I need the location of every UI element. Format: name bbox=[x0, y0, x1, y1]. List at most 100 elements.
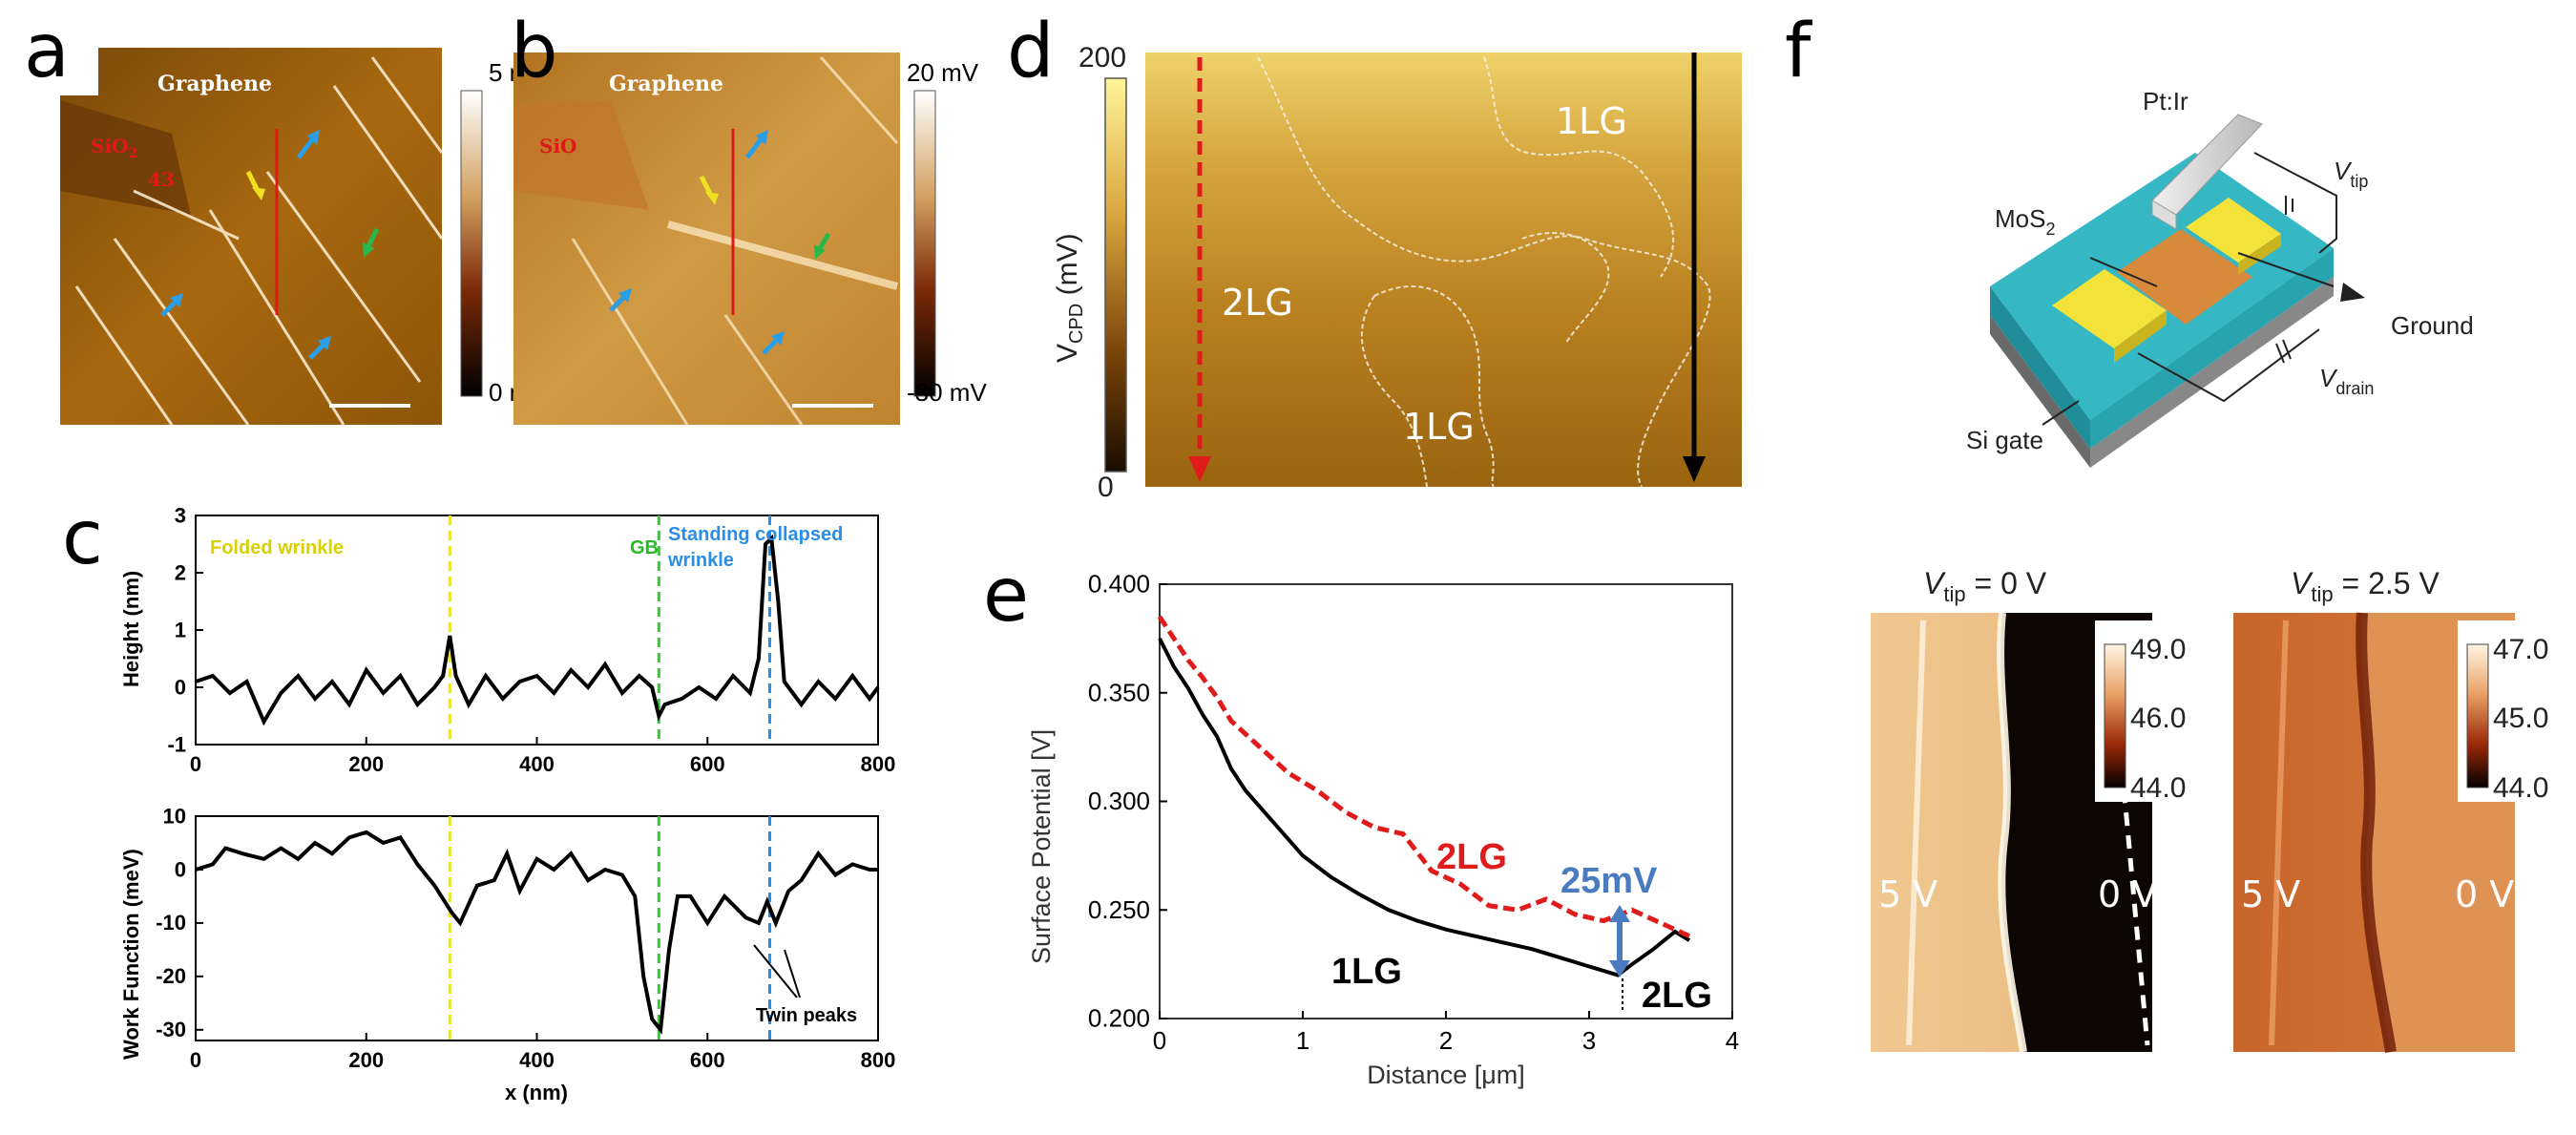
panel-label-c: c bbox=[62, 495, 103, 581]
x-tick-label: 400 bbox=[519, 752, 555, 776]
colorbar-b-min: -30 mV bbox=[907, 378, 987, 407]
y-tick-label: -20 bbox=[156, 964, 186, 988]
x-tick-label: 0 bbox=[1153, 1026, 1166, 1055]
panel-label-a: a bbox=[24, 9, 70, 95]
sio2-region-b bbox=[513, 100, 649, 210]
y-tick-label: 3 bbox=[175, 503, 186, 527]
line-2lg bbox=[1157, 615, 1691, 938]
y-tick-label: 10 bbox=[163, 804, 186, 828]
annotation-25mv: 25mV bbox=[1560, 861, 1658, 901]
colorbar-d-label: VCPD (mV) bbox=[1052, 233, 1087, 363]
x-tick-label: 800 bbox=[861, 752, 896, 776]
x-tick-label: 400 bbox=[519, 1048, 555, 1072]
pad-left-side bbox=[2114, 310, 2167, 363]
pad-right-side bbox=[2238, 234, 2281, 275]
mos2-label: MoS2 bbox=[1995, 204, 2055, 239]
map1-left-voltage: 5 V bbox=[1878, 873, 1937, 915]
y-tick-label: 0 bbox=[175, 857, 186, 881]
label-1lg-top: 1LG bbox=[1556, 100, 1627, 142]
map2-cb-bot: 44.0 bbox=[2493, 772, 2548, 804]
wrinkle-lines-b bbox=[571, 56, 899, 426]
oxide-front bbox=[2090, 248, 2334, 449]
map2-cb-mid: 45.0 bbox=[2493, 703, 2548, 734]
x-tick-label: 600 bbox=[690, 752, 725, 776]
y-tick-label: 0.250 bbox=[1088, 895, 1150, 924]
x-axis-label: x (nm) bbox=[505, 1081, 568, 1104]
panel-d: 1LG 2LG 1LG 200 0 VCPD (mV) d bbox=[1007, 9, 1742, 503]
y-tick-label: 0.350 bbox=[1088, 678, 1150, 706]
map1-cb-bot: 44.0 bbox=[2130, 772, 2186, 804]
si-gate-front bbox=[2090, 277, 2334, 468]
work-function-chart: 100-10-20-300 200 400 600 800 Work Function … bbox=[119, 804, 895, 1104]
sio2-label-b: SiO bbox=[539, 135, 576, 158]
ground-arrowhead bbox=[2340, 283, 2365, 302]
kpfm-map-vtip-0 bbox=[1871, 612, 2152, 1053]
y-tick-label: 2 bbox=[175, 560, 186, 584]
x-tick-label: 200 bbox=[348, 1048, 384, 1072]
y-tick-label: 1 bbox=[175, 618, 186, 641]
map2-cb-top: 47.0 bbox=[2493, 634, 2548, 665]
graphene-label-b: Graphene bbox=[609, 72, 723, 96]
solid-arrowhead bbox=[1683, 456, 1706, 482]
sio2-region bbox=[60, 100, 191, 215]
panel-a: Graphene SiO2 43 5 n 0 nm a bbox=[24, 9, 544, 426]
y-axis-label: Surface Potential [V] bbox=[1027, 729, 1056, 964]
mos2-flake bbox=[2117, 229, 2252, 325]
x-tick-label: 0 bbox=[190, 1048, 201, 1072]
vtip-label: Vtip bbox=[2334, 157, 2368, 191]
annotation-folded-wrinkle: Folded wrinkle bbox=[210, 537, 344, 558]
panel-b: Graphene SiO 20 mV -30 mV b bbox=[511, 9, 987, 426]
graphene-label: Graphene bbox=[157, 72, 272, 96]
y-tick-label: -10 bbox=[156, 911, 186, 935]
sio2-label: SiO2 bbox=[91, 135, 137, 161]
map2-title: Vtip = 2.5 V bbox=[2291, 566, 2440, 606]
y-tick-label: 0.300 bbox=[1088, 787, 1150, 815]
x-tick-label: 2 bbox=[1439, 1026, 1453, 1055]
panel-f: f Pt:Ir V bbox=[1785, 9, 2548, 1053]
x-tick-label: 1 bbox=[1296, 1026, 1309, 1055]
arrows-b bbox=[609, 130, 831, 355]
si-gate-side bbox=[1990, 315, 2090, 468]
x-tick-label: 0 bbox=[190, 752, 201, 776]
x-tick-label: 4 bbox=[1726, 1026, 1739, 1055]
x-axis-label: Distance [μm] bbox=[1367, 1061, 1525, 1089]
colorbar-d-max: 200 bbox=[1079, 42, 1126, 74]
dashed-arrowhead bbox=[1188, 456, 1211, 482]
annotation-twin-peaks: Twin peaks bbox=[756, 1005, 857, 1026]
ptir-label: Pt:Ir bbox=[2143, 87, 2189, 116]
vdrain-label: Vdrain bbox=[2319, 364, 2374, 398]
cpd-map bbox=[1145, 53, 1742, 487]
ground-label: Ground bbox=[2391, 311, 2474, 340]
tip-end bbox=[2151, 200, 2177, 230]
map2-left-voltage: 5 V bbox=[2241, 873, 2300, 915]
height-line bbox=[195, 534, 880, 726]
map1-title: Vtip = 0 V bbox=[1923, 566, 2047, 606]
colorbar-b-max: 20 mV bbox=[907, 58, 979, 87]
panel-label-e: e bbox=[983, 553, 1029, 639]
annotation-2lg-black: 2LG bbox=[1642, 976, 1712, 1016]
annotation-2lg-red: 2LG bbox=[1436, 837, 1507, 877]
corner-cutout bbox=[60, 48, 98, 95]
x-tick-label: 600 bbox=[690, 1048, 725, 1072]
domain-boundaries bbox=[1257, 56, 1711, 488]
y-axis-label: Work Function (meV) bbox=[119, 849, 143, 1060]
map1-cb-top: 49.0 bbox=[2130, 634, 2186, 665]
device-diagram bbox=[1990, 114, 2365, 468]
angle-label: 43 bbox=[148, 168, 175, 191]
wiring bbox=[2042, 152, 2337, 426]
map1-right-voltage: 0 V bbox=[2098, 873, 2157, 915]
colorbar-d-min: 0 bbox=[1098, 472, 1114, 503]
wrinkle-lines bbox=[74, 56, 444, 426]
pad-left bbox=[2052, 269, 2167, 348]
colorbar-b bbox=[913, 90, 936, 397]
panel-label-d: d bbox=[1007, 9, 1055, 95]
x-tick-label: 3 bbox=[1582, 1026, 1596, 1055]
delta-arrow bbox=[1609, 905, 1630, 1012]
work-function-line bbox=[195, 830, 878, 1035]
label-2lg: 2LG bbox=[1222, 282, 1293, 324]
y-tick-label: 0.400 bbox=[1088, 570, 1150, 599]
arrows bbox=[160, 130, 380, 360]
